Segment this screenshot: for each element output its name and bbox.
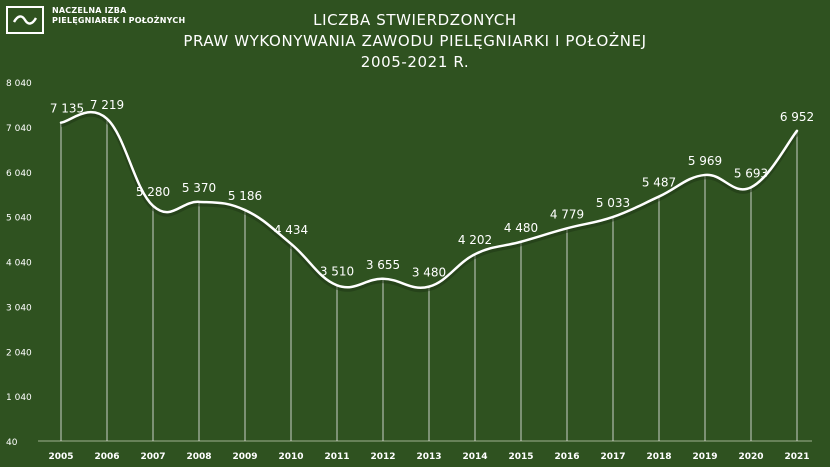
x-tick-label: 2009 bbox=[232, 452, 257, 462]
logo: NACZELNA IZBA PIELĘGNIAREK I POŁOŻNYCH bbox=[6, 6, 185, 34]
y-tick-label: 2 040 bbox=[6, 348, 32, 358]
x-tick-label: 2017 bbox=[600, 452, 625, 462]
x-tick-label: 2020 bbox=[738, 452, 763, 462]
data-label: 5 280 bbox=[136, 185, 170, 199]
x-tick-label: 2012 bbox=[370, 452, 395, 462]
chart-title-line-3: 2005-2021 R. bbox=[360, 53, 470, 71]
y-tick-label: 7 040 bbox=[6, 124, 32, 134]
x-tick-label: 2013 bbox=[416, 452, 441, 462]
data-label: 4 434 bbox=[274, 223, 308, 237]
chart-title-line-2: PRAW WYKONYWANIA ZAWODU PIELĘGNIARKI I P… bbox=[183, 32, 647, 50]
data-label: 4 480 bbox=[504, 221, 538, 235]
data-label: 6 952 bbox=[780, 110, 814, 124]
data-label: 4 779 bbox=[550, 207, 584, 221]
y-tick-label: 8 040 bbox=[6, 79, 32, 89]
x-tick-label: 2018 bbox=[646, 452, 671, 462]
x-tick-label: 2016 bbox=[554, 452, 579, 462]
data-label: 3 480 bbox=[412, 266, 446, 280]
y-tick-label: 4 040 bbox=[6, 259, 32, 269]
x-tick-label: 2005 bbox=[48, 452, 73, 462]
series-line-shadow bbox=[60, 111, 799, 293]
data-label: 5 033 bbox=[596, 196, 630, 210]
data-label: 5 693 bbox=[734, 166, 768, 180]
logo-line-2: PIELĘGNIAREK I POŁOŻNYCH bbox=[52, 16, 186, 25]
logo-text: NACZELNA IZBA PIELĘGNIAREK I POŁOŻNYCH bbox=[52, 6, 185, 26]
data-label: 4 202 bbox=[458, 233, 492, 247]
x-tick-label: 2008 bbox=[186, 452, 211, 462]
data-label: 5 186 bbox=[228, 189, 262, 203]
x-tick-label: 2019 bbox=[692, 452, 717, 462]
x-tick-label: 2021 bbox=[784, 452, 809, 462]
y-tick-label: 6 040 bbox=[6, 169, 32, 179]
x-tick-label: 2011 bbox=[324, 452, 349, 462]
logo-line-1: NACZELNA IZBA bbox=[52, 6, 127, 15]
y-tick-label: 3 040 bbox=[6, 303, 32, 313]
data-label: 7 135 bbox=[50, 102, 84, 116]
data-label: 5 487 bbox=[642, 176, 676, 190]
data-label: 5 969 bbox=[688, 154, 722, 168]
series-line bbox=[59, 111, 799, 289]
chart-title: LICZBA STWIERDZONYCH PRAW WYKONYWANIA ZA… bbox=[0, 10, 830, 73]
x-tick-label: 2006 bbox=[94, 452, 119, 462]
y-tick-label: 40 bbox=[6, 438, 18, 448]
x-tick-label: 2014 bbox=[462, 452, 487, 462]
chart-title-line-1: LICZBA STWIERDZONYCH bbox=[313, 11, 517, 29]
data-label: 5 370 bbox=[182, 181, 216, 195]
data-label: 7 219 bbox=[90, 98, 124, 112]
x-tick-label: 2015 bbox=[508, 452, 533, 462]
y-tick-label: 1 040 bbox=[6, 393, 32, 403]
x-tick-label: 2007 bbox=[140, 452, 165, 462]
data-label: 3 510 bbox=[320, 264, 354, 278]
y-tick-label: 5 040 bbox=[6, 214, 32, 224]
x-tick-label: 2010 bbox=[278, 452, 303, 462]
data-label: 3 655 bbox=[366, 258, 400, 272]
wave-icon bbox=[6, 6, 44, 34]
